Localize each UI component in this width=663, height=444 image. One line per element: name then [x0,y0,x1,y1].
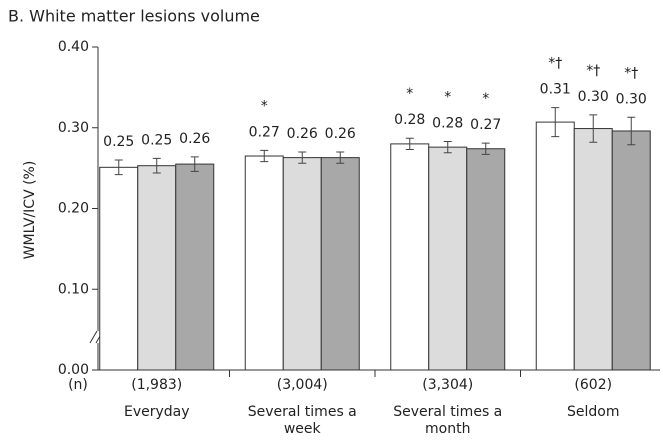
value-label: 0.28 [432,115,463,131]
bar [390,143,430,371]
error-bar [405,137,414,151]
n-value: (3,004) [277,377,328,393]
n-value: (602) [574,377,612,393]
significance-marker: * [482,91,489,107]
value-label: 0.26 [287,126,318,142]
error-bar [260,149,269,163]
x-tick-label: Seldom [567,404,620,420]
value-label: 0.31 [540,82,571,98]
error-bar [152,157,161,174]
value-label: 0.25 [103,134,134,150]
y-axis-label: WMLV/ICV (%) [22,161,38,260]
bar [244,155,284,371]
error-bar [627,116,636,146]
error-bar [336,151,345,164]
significance-marker: *† [548,56,562,72]
chart-title: B. White matter lesions volume [8,7,260,26]
error-bar [551,107,560,138]
value-label: 0.27 [470,117,501,133]
error-bar [298,151,307,164]
y-tick-label: 0.30 [58,120,89,136]
bar [282,157,322,371]
value-label: 0.26 [179,131,210,147]
x-tick-label: Everyday [123,404,190,420]
bar [137,165,177,371]
significance-marker: * [261,98,268,114]
y-tick-label: 0.40 [58,39,89,55]
bar [428,146,468,371]
value-label: 0.27 [249,124,280,140]
bar [320,157,360,371]
n-label: (n) [68,377,88,393]
bar [535,121,575,371]
value-label: 0.30 [616,91,647,107]
bar [175,163,215,371]
x-tick-label: Several times a month [393,404,503,437]
significance-marker: * [444,89,451,105]
value-label: 0.26 [325,126,356,142]
error-bar [443,140,452,154]
y-tick-label: 0.10 [58,281,89,297]
bar [611,130,651,371]
bar [99,166,139,371]
value-label: 0.30 [578,89,609,105]
error-bar [589,114,598,143]
significance-marker: * [406,86,413,102]
y-tick-label: 0.20 [58,201,89,217]
error-bar [481,142,490,155]
value-label: 0.25 [141,132,172,148]
bar [573,128,613,371]
error-bar [114,159,123,176]
n-value: (1,983) [131,377,182,393]
error-bar [190,156,199,172]
n-value: (3,304) [422,377,473,393]
y-tick-label: 0.00 [58,362,89,378]
value-label: 0.28 [394,112,425,128]
x-tick-label: Several times a week [247,404,357,437]
bar [466,148,506,371]
significance-marker: *† [624,65,638,81]
significance-marker: *† [586,63,600,79]
